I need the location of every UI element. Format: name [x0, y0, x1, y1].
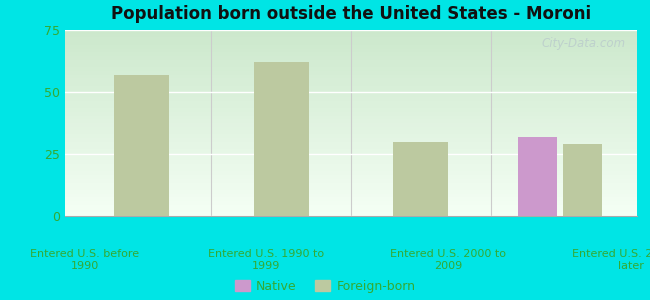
Bar	[65, 175, 637, 179]
Bar	[65, 78, 637, 82]
Bar	[65, 56, 637, 60]
Bar	[65, 38, 637, 41]
Bar	[65, 123, 637, 127]
Bar	[65, 142, 637, 145]
Legend: Native, Foreign-born: Native, Foreign-born	[229, 275, 421, 298]
Bar	[65, 82, 637, 86]
Bar	[65, 212, 637, 216]
Title: Population born outside the United States - Moroni: Population born outside the United State…	[111, 5, 591, 23]
Bar	[65, 145, 637, 149]
Text: Entered U.S. 2010 or
later: Entered U.S. 2010 or later	[573, 249, 650, 271]
Bar	[65, 93, 637, 97]
Bar	[65, 30, 637, 34]
Bar	[65, 168, 637, 171]
Bar	[65, 194, 637, 197]
Bar	[65, 138, 637, 142]
Bar	[65, 97, 637, 101]
Bar	[65, 49, 637, 52]
Bar	[65, 130, 637, 134]
Bar	[65, 186, 637, 190]
Bar	[114, 75, 169, 216]
Bar	[65, 75, 637, 78]
Bar	[65, 134, 637, 138]
Bar	[65, 179, 637, 182]
Bar	[65, 171, 637, 175]
Text: City-Data.com: City-Data.com	[541, 38, 625, 50]
Bar	[563, 144, 602, 216]
Bar	[519, 136, 558, 216]
Bar	[65, 112, 637, 116]
Bar	[65, 71, 637, 75]
Bar	[65, 157, 637, 160]
Bar	[65, 67, 637, 71]
Bar	[65, 160, 637, 164]
Bar	[65, 116, 637, 119]
Text: Entered U.S. 2000 to
2009: Entered U.S. 2000 to 2009	[391, 249, 506, 271]
Bar	[65, 101, 637, 104]
Bar	[65, 208, 637, 212]
Bar	[65, 108, 637, 112]
Bar	[65, 45, 637, 49]
Bar	[65, 197, 637, 201]
Bar	[65, 104, 637, 108]
Bar	[254, 62, 309, 216]
Bar	[65, 119, 637, 123]
Text: Entered U.S. before
1990: Entered U.S. before 1990	[30, 249, 139, 271]
Bar	[65, 182, 637, 186]
Bar	[65, 41, 637, 45]
Bar	[65, 86, 637, 89]
Bar	[393, 142, 448, 216]
Bar	[65, 201, 637, 205]
Text: Entered U.S. 1990 to
1999: Entered U.S. 1990 to 1999	[209, 249, 324, 271]
Bar	[65, 52, 637, 56]
Bar	[65, 64, 637, 67]
Bar	[65, 153, 637, 157]
Bar	[65, 127, 637, 130]
Bar	[65, 34, 637, 38]
Bar	[65, 205, 637, 208]
Bar	[65, 190, 637, 194]
Bar	[65, 164, 637, 168]
Bar	[65, 149, 637, 153]
Bar	[65, 89, 637, 93]
Bar	[65, 60, 637, 64]
